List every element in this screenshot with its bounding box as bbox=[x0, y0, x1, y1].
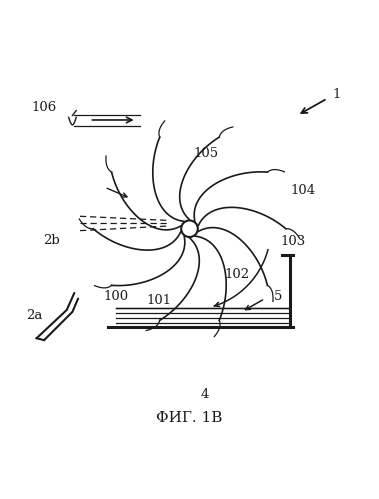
Text: 106: 106 bbox=[31, 101, 57, 114]
Text: 2b: 2b bbox=[43, 234, 60, 247]
Text: 100: 100 bbox=[103, 290, 128, 303]
Text: 103: 103 bbox=[281, 236, 306, 249]
Text: 2a: 2a bbox=[27, 309, 43, 322]
Text: 5: 5 bbox=[274, 290, 282, 303]
Text: 1: 1 bbox=[333, 88, 341, 101]
Text: 105: 105 bbox=[194, 147, 219, 160]
Text: 4: 4 bbox=[200, 388, 209, 401]
Text: 104: 104 bbox=[290, 185, 315, 198]
Text: 102: 102 bbox=[224, 267, 249, 280]
Text: 101: 101 bbox=[147, 294, 172, 307]
Text: ΦИГ. 1В: ΦИГ. 1В bbox=[156, 411, 223, 425]
Circle shape bbox=[181, 221, 198, 237]
